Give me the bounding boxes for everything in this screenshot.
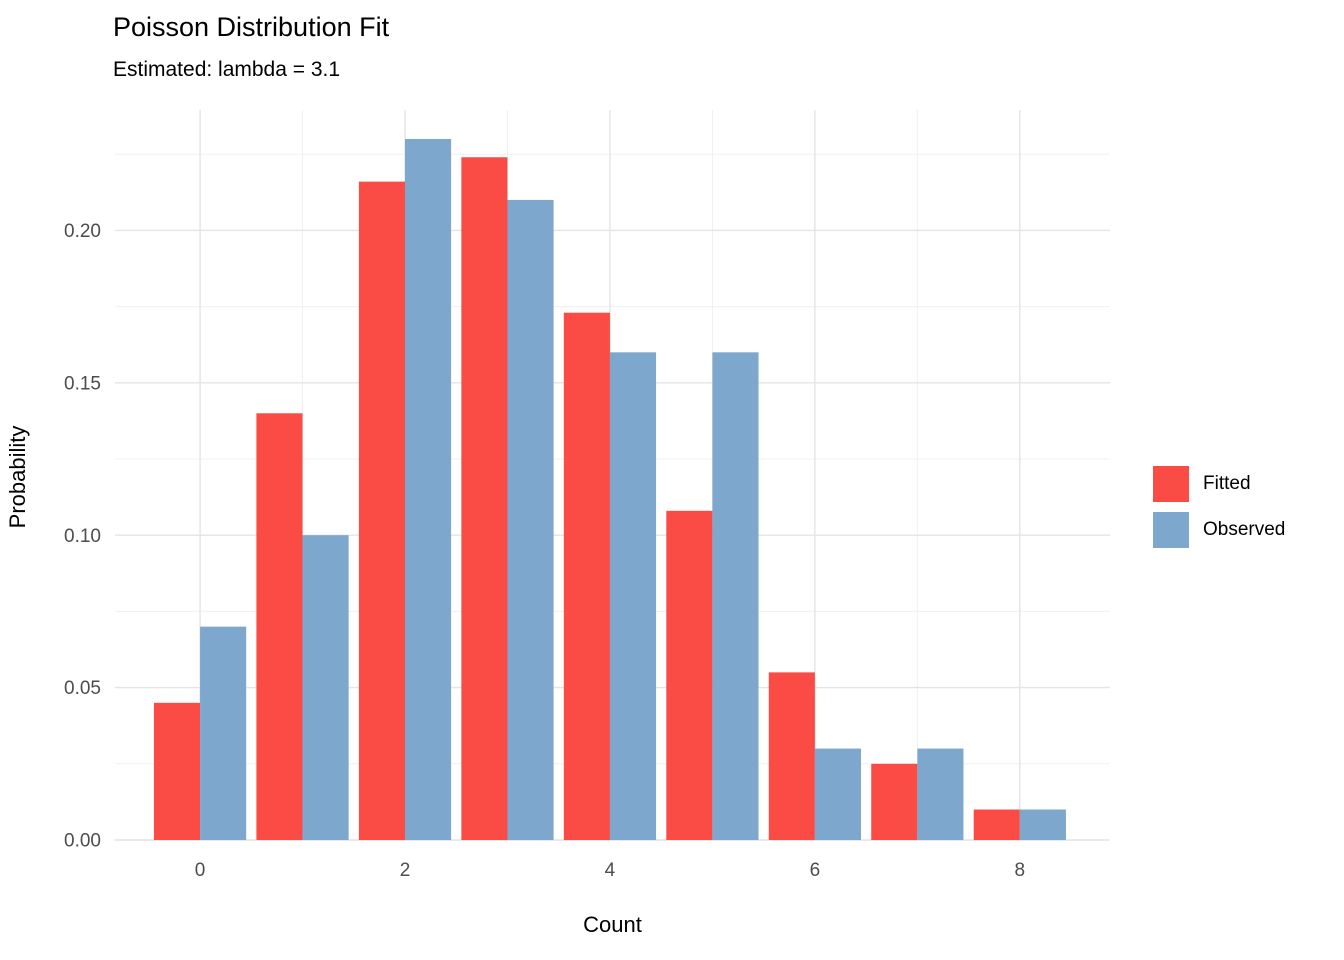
legend-swatch-fitted: [1153, 466, 1189, 502]
x-tick-label: 8: [1015, 860, 1026, 881]
bar-fitted-2: [358, 181, 405, 840]
bar-observed-8: [1019, 809, 1066, 840]
chart-title: Poisson Distribution Fit: [113, 12, 390, 42]
x-tick-label: 6: [810, 860, 821, 881]
bar-observed-2: [404, 138, 452, 840]
bar-fitted-6: [768, 672, 815, 840]
x-tick-label: 4: [605, 860, 616, 881]
legend-swatch-observed: [1153, 512, 1189, 548]
legend-item-fitted: Fitted: [1153, 466, 1285, 502]
legend: Fitted Observed: [1153, 466, 1285, 548]
legend-item-observed: Observed: [1153, 512, 1285, 548]
bar-observed-5: [712, 352, 759, 840]
legend-label-observed: Observed: [1203, 519, 1286, 540]
chart-subtitle: Estimated: lambda = 3.1: [113, 58, 341, 81]
bar-fitted-0: [153, 702, 201, 840]
bar-fitted-7: [871, 763, 918, 840]
x-tick-label: 2: [400, 860, 411, 881]
bar-fitted-5: [666, 510, 713, 840]
bar-fitted-3: [461, 157, 508, 840]
bar-observed-4: [609, 352, 657, 840]
y-tick-label: 0.05: [64, 678, 101, 699]
bar-observed-7: [917, 748, 964, 840]
bar-fitted-1: [256, 413, 303, 840]
y-tick-label: 0.10: [64, 526, 101, 547]
y-axis-title: Probability: [5, 425, 30, 529]
bar-observed-1: [302, 535, 349, 840]
y-tick-label: 0.00: [64, 831, 101, 852]
y-tick-label: 0.20: [64, 221, 101, 242]
bar-observed-6: [814, 748, 861, 840]
y-tick-label: 0.15: [64, 373, 101, 394]
bar-fitted-8: [973, 809, 1020, 840]
bar-fitted-4: [563, 312, 610, 840]
x-tick-label: 0: [195, 860, 206, 881]
bar-observed-3: [507, 199, 554, 840]
x-axis-title: Count: [583, 912, 642, 937]
legend-label-fitted: Fitted: [1203, 473, 1251, 494]
bar-observed-0: [200, 626, 247, 840]
